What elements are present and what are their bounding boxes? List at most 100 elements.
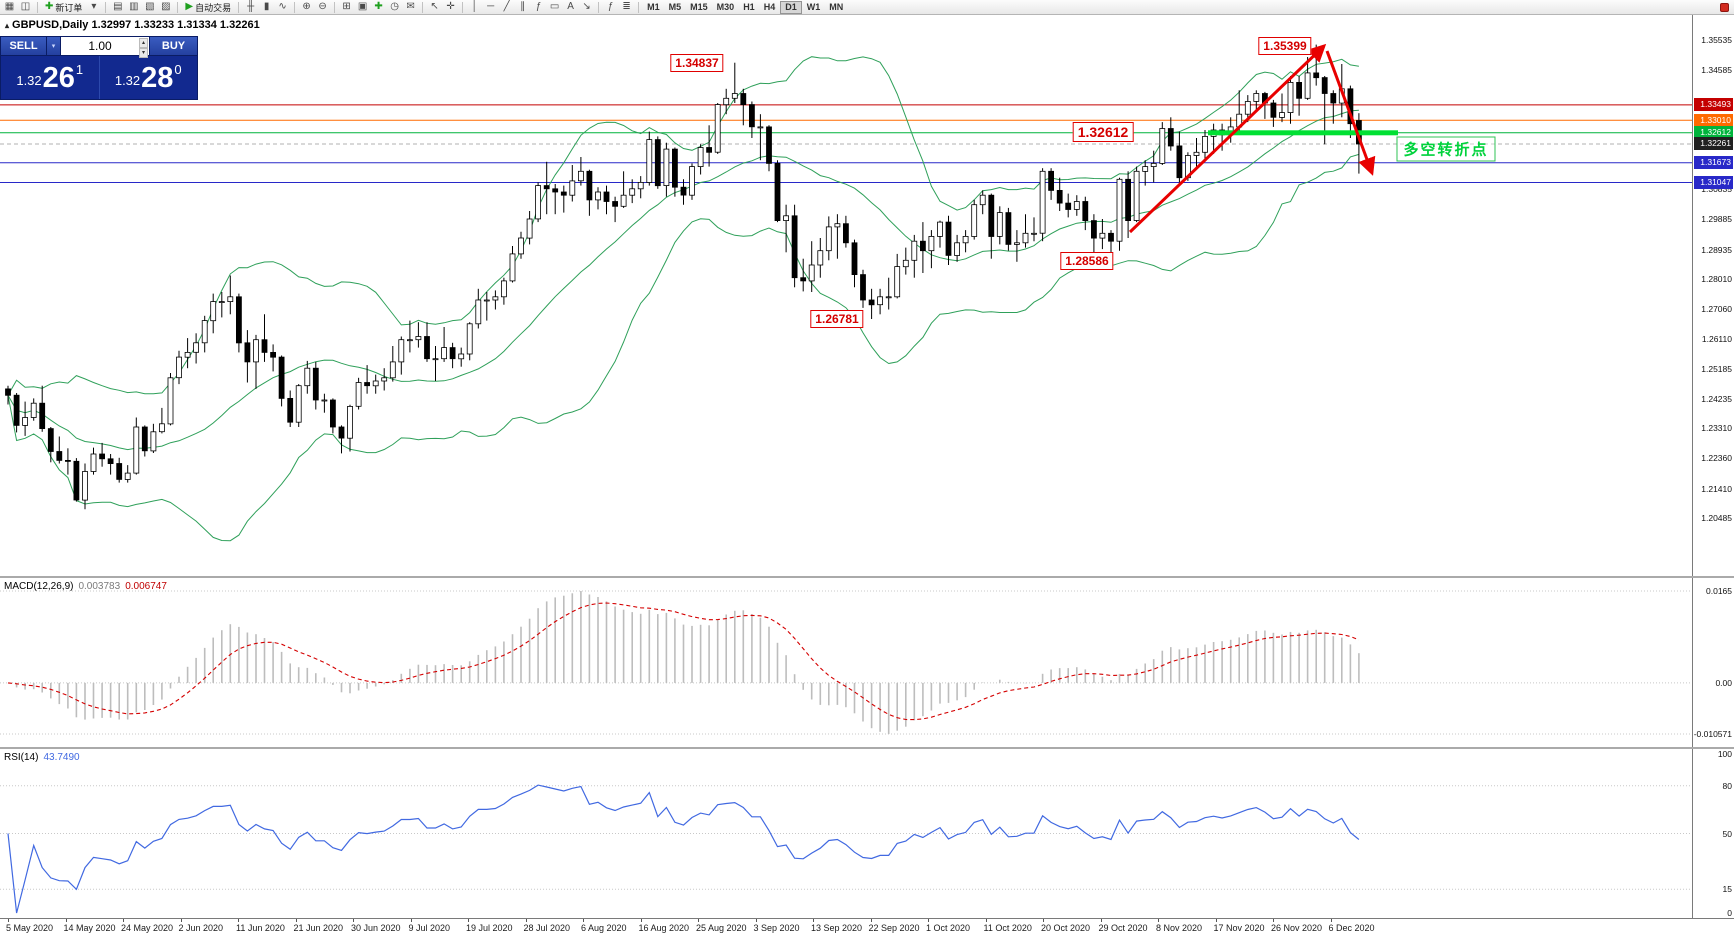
turning-point-label[interactable]: 多空转折点 [1396, 136, 1496, 162]
trend-arrow-2[interactable] [1325, 50, 1376, 176]
sell-button[interactable]: SELL [1, 37, 47, 55]
add-object-icon[interactable]: ✚ [371, 1, 386, 14]
rsi-canvas[interactable] [0, 749, 1692, 918]
cascade-windows-icon[interactable]: ▣ [355, 1, 370, 14]
templates-icon[interactable]: ≣ [619, 1, 634, 14]
tick-chart-icon[interactable]: ◫ [18, 1, 33, 14]
price-tick-label: 1.21410 [1701, 483, 1732, 494]
candlestick-chart-icon[interactable]: ▮ [259, 1, 274, 14]
volume-stepper: ▴ ▾ [139, 38, 148, 58]
volume-input[interactable] [61, 37, 149, 55]
shapes-icon[interactable]: ▭ [547, 1, 562, 14]
price-annotation[interactable]: 1.26781 [810, 310, 864, 328]
price-annotation[interactable]: 1.35399 [1258, 37, 1312, 55]
channel-icon[interactable]: ∥ [515, 1, 530, 14]
timeframe-w1-button[interactable]: W1 [806, 2, 821, 12]
date-tick-label: 9 Jul 2020 [408, 923, 451, 933]
trendline-icon[interactable]: ╱ [499, 1, 514, 14]
zoom-out-icon[interactable]: ⊖ [315, 1, 330, 14]
new-order-dropdown-icon: ▾ [91, 1, 97, 12]
date-tick-label: 13 Sep 2020 [811, 923, 863, 933]
text-icon[interactable]: A [563, 1, 578, 14]
mailbox-icon[interactable]: ✉ [403, 1, 418, 14]
indicators-icon[interactable]: ƒ [603, 1, 618, 14]
timeframe-m1-button[interactable]: M1 [647, 2, 660, 12]
date-tick-label: 2 Jun 2020 [178, 923, 224, 933]
rsi-tick-label: 50 [1722, 828, 1732, 839]
buy-price-base: 1.32 [114, 73, 141, 88]
toolbar-separator [37, 1, 38, 13]
cascade-windows-icon: ▣ [357, 1, 368, 12]
date-axis[interactable]: 5 May 2020 14 May 2020 24 May 2020 2 Jun 20… [0, 918, 1734, 937]
date-tick [813, 919, 814, 922]
trend-arrow-1[interactable] [1128, 43, 1327, 234]
price-annotation[interactable]: 1.28586 [1060, 252, 1114, 270]
market-watch-icon[interactable]: ▤ [110, 1, 125, 14]
line-chart-icon[interactable]: ∿ [275, 1, 290, 14]
bar-chart-icon: ╫ [247, 1, 255, 12]
notification-icon[interactable] [1717, 1, 1732, 14]
autotrading-button[interactable]: ▶ 自动交易 [182, 1, 234, 14]
period-clock-icon[interactable]: ◷ [387, 1, 402, 14]
navigator-icon[interactable]: ▧ [142, 1, 157, 14]
symbol-icon: ▴ [5, 21, 10, 30]
macd-scale[interactable]: 0.0165 0.00 -0.010571 [1692, 578, 1734, 747]
vertical-line-icon[interactable]: │ [467, 1, 482, 14]
bar-chart-icon[interactable]: ╫ [243, 1, 258, 14]
timeframe-m15-button[interactable]: M15 [690, 2, 708, 12]
panel-splitter-macd[interactable] [0, 576, 1734, 578]
toolbar-separator [598, 1, 600, 13]
rsi-scale[interactable]: 100 80 50 15 0 [1692, 749, 1734, 918]
panel-splitter-rsi[interactable] [0, 747, 1734, 749]
order-type-dropdown[interactable]: ▾ [47, 37, 61, 55]
volume-field: ▴ ▾ [61, 37, 149, 58]
price-annotation[interactable]: 1.32612 [1072, 122, 1134, 142]
spin-up-icon[interactable]: ▴ [139, 38, 148, 48]
fibonacci-icon[interactable]: ƒ [531, 1, 546, 14]
fibonacci-icon: ƒ [535, 1, 542, 12]
price-tick-label: 1.20485 [1701, 513, 1732, 523]
horizontal-line-icon[interactable]: ─ [483, 1, 498, 14]
data-window-icon[interactable]: ▥ [126, 1, 141, 14]
spin-down-icon[interactable]: ▾ [139, 48, 148, 58]
tile-windows-icon[interactable]: ⊞ [339, 1, 354, 14]
date-tick [1215, 919, 1217, 922]
new-order-button[interactable]: ✚ 新订单 [42, 1, 85, 14]
shapes-icon: ▭ [549, 1, 560, 12]
charts-icon[interactable]: ▦ [2, 1, 17, 14]
cursor-icon[interactable]: ↖ [427, 1, 442, 14]
sell-price-base: 1.32 [16, 73, 42, 88]
price-scale[interactable]: 1.35535 1.34585 1.30835 1.29885 1.28935 1.280… [1692, 15, 1734, 576]
trendline-icon: ╱ [503, 1, 510, 12]
support-zone-bar[interactable] [1208, 130, 1398, 136]
new-order-dropdown-icon[interactable]: ▾ [86, 1, 101, 14]
zoom-in-icon[interactable]: ⊕ [299, 1, 314, 14]
timeframe-m5-button[interactable]: M5 [668, 2, 682, 12]
zoom-in-icon: ⊕ [302, 1, 311, 12]
main-chart-canvas[interactable] [0, 15, 1692, 576]
date-tick-label: 17 Nov 2020 [1213, 923, 1265, 933]
arrow-tool-icon[interactable]: ↘ [579, 1, 594, 14]
buy-price[interactable]: 1.32 28 0 [98, 56, 198, 99]
macd-tick-label: -0.010571 [1693, 729, 1732, 739]
timeframe-mn-button[interactable]: MN [829, 2, 844, 12]
terminal-icon[interactable]: ▨ [158, 1, 173, 14]
macd-tick-label: 0.00 [1715, 677, 1732, 688]
macd-canvas[interactable] [0, 578, 1692, 747]
date-tick-label: 26 Nov 2020 [1271, 923, 1323, 933]
price-annotation[interactable]: 1.34837 [670, 54, 724, 72]
timeframe-h1-button[interactable]: H1 [743, 2, 755, 12]
notification-red-icon [1720, 2, 1729, 12]
timeframe-h4-button[interactable]: H4 [763, 2, 776, 12]
timeframe-d1-button[interactable]: D1 [780, 0, 802, 14]
crosshair-icon[interactable]: ✛ [443, 1, 458, 14]
date-tick-label: 5 May 2020 [6, 923, 54, 933]
date-tick-label: 25 Aug 2020 [696, 923, 747, 933]
vertical-line-icon: │ [471, 1, 478, 12]
timeframe-m30-button[interactable]: M30 [716, 2, 735, 12]
buy-button[interactable]: BUY [149, 37, 197, 55]
tile-windows-icon: ⊞ [342, 1, 351, 12]
price-badge: 1.31047 [1694, 176, 1733, 190]
date-tick [870, 919, 872, 922]
sell-price[interactable]: 1.32 26 1 [1, 56, 99, 99]
